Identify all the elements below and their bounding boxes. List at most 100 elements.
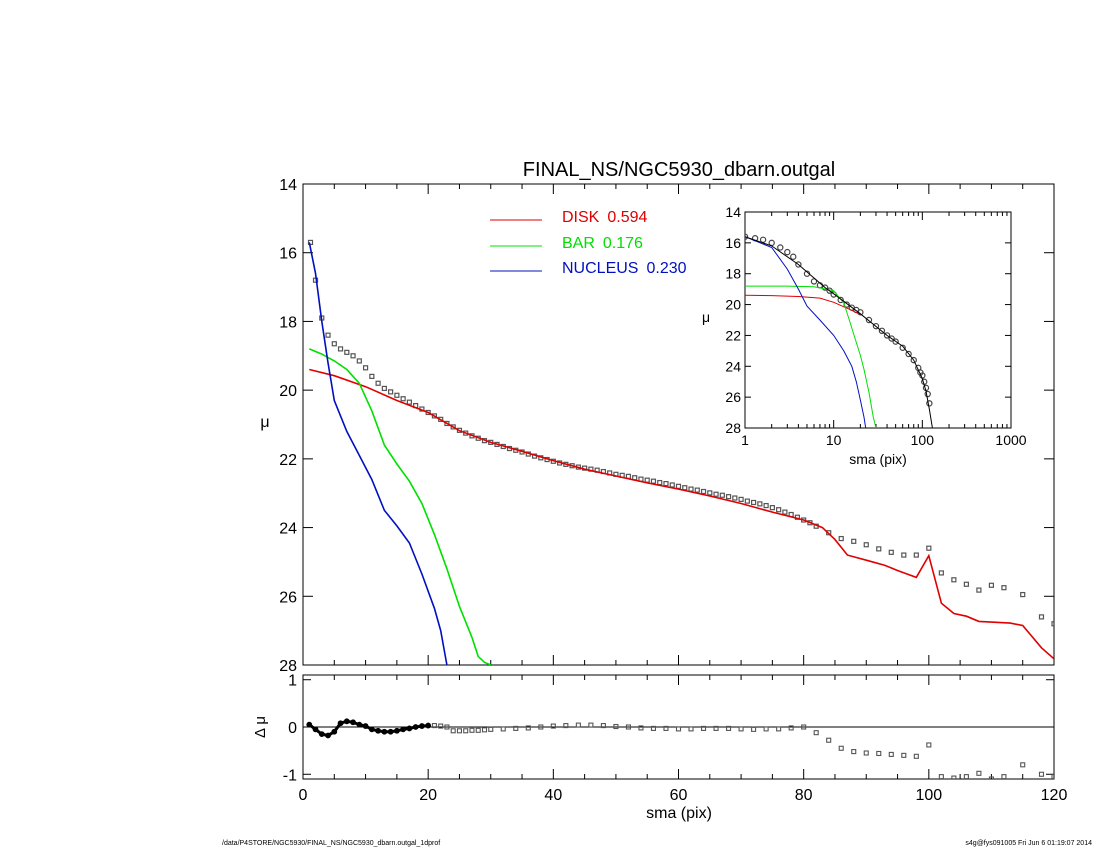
data-point-marker <box>369 373 375 379</box>
data-point-marker <box>876 546 882 552</box>
inset-background <box>745 212 1011 428</box>
legend: DISK 0.594 BAR 0.176 NUCLEUS 0.230 <box>490 209 687 277</box>
data-point-marker <box>688 486 694 492</box>
data-point-marker <box>381 385 387 392</box>
inset-nucleus-series-line <box>745 236 867 428</box>
residual-series-group <box>306 718 1054 779</box>
data-point-marker <box>951 577 957 583</box>
data-point-marker <box>644 477 650 483</box>
data-point-marker <box>719 492 725 498</box>
residual-point-marker <box>876 750 882 757</box>
data-point-marker <box>663 480 669 487</box>
data-point-marker <box>757 501 763 507</box>
inset-model-series-line <box>745 236 933 428</box>
inset-x-tick-label: 100 <box>911 432 935 448</box>
inset-data-point-marker <box>759 236 767 243</box>
inset-ticks: 14 16 18 20 22 24 26 281 10 100 1000 <box>725 204 1026 448</box>
residual-point-marker <box>888 751 894 757</box>
legend-nucleus-label: NUCLEUS 0.230 <box>562 260 687 277</box>
inset-data-point-marker <box>888 335 895 342</box>
inset-y-tick-label: 20 <box>725 297 741 313</box>
residual-point-marker <box>456 728 463 734</box>
residual-inner-trace <box>308 719 429 738</box>
inset-y-tick-label: 18 <box>725 266 741 282</box>
inset-plot-panel: 14 16 18 20 22 24 26 281 10 100 1000 μ sma (pix) <box>702 204 1027 467</box>
residual-point-marker <box>788 725 794 731</box>
data-point-marker <box>926 545 932 551</box>
residual-x-tick-label: 120 <box>1041 787 1068 804</box>
main-x-axis-label: sma (pix) <box>646 805 712 822</box>
main-y-tick-label: 18 <box>279 314 297 331</box>
main-y-ticks: 14 16 18 20 22 24 26 28 <box>279 177 1055 675</box>
residual-point-marker <box>963 774 969 779</box>
residual-point-marker <box>625 724 631 730</box>
data-point-marker <box>1038 614 1045 620</box>
data-point-marker <box>888 549 894 555</box>
inset-data-point-marker <box>899 344 906 351</box>
inset-data-point-marker <box>878 327 886 334</box>
residual-ticks: 10-10 20 40 60 80 100 120 <box>283 673 1068 804</box>
residual-point-marker <box>488 726 494 732</box>
inset-data-point-marker <box>790 253 797 260</box>
data-point-marker <box>913 552 919 558</box>
inset-y-axis-label: μ <box>702 309 710 325</box>
residual-point-marker <box>469 727 475 733</box>
main-y-axis-label: μ <box>260 414 269 431</box>
main-y-tick-label: 16 <box>279 246 297 263</box>
data-point-marker <box>838 535 844 542</box>
residual-point-marker <box>650 725 657 731</box>
inset-disk-series-line <box>745 294 861 316</box>
residual-point-marker <box>1020 762 1026 768</box>
inset-data-point-marker <box>784 248 791 256</box>
data-point-marker <box>769 505 775 511</box>
residual-y-axis-label: Δ μ <box>252 716 269 738</box>
data-point-marker <box>325 332 331 338</box>
residual-point-marker <box>688 726 694 732</box>
residual-point-marker <box>951 775 957 779</box>
residual-point-marker <box>813 730 819 736</box>
inset-data-point-marker <box>821 284 829 291</box>
residual-point-marker <box>538 724 544 730</box>
data-point-marker <box>744 498 750 504</box>
inset-x-axis-label: sma (pix) <box>849 451 907 467</box>
data-point-marker <box>375 380 381 386</box>
residual-point-marker <box>751 726 757 732</box>
residual-x-tick-label: 60 <box>670 787 688 804</box>
data-point-marker <box>694 487 700 493</box>
data-point-marker <box>350 353 356 359</box>
inset-y-tick-label: 16 <box>725 235 741 251</box>
data-point-marker <box>406 399 412 405</box>
main-y-tick-label: 20 <box>279 383 297 400</box>
data-point-marker <box>988 582 995 588</box>
residual-point-marker <box>600 723 606 729</box>
data-point-marker <box>675 483 682 489</box>
data-point-marker <box>738 496 744 502</box>
main-series-group <box>307 239 1054 665</box>
nucleus-series-line <box>308 242 448 665</box>
residual-point-marker <box>738 726 744 732</box>
residual-x-tick-label: 80 <box>795 787 813 804</box>
residual-point-marker <box>863 750 869 756</box>
residual-point-marker <box>976 770 982 776</box>
disk-series-line <box>309 368 1054 660</box>
inset-data-point-marker <box>745 233 749 240</box>
data-point-marker <box>901 552 907 558</box>
residual-x-tick-label: 0 <box>299 787 308 804</box>
residual-point-marker <box>700 725 707 731</box>
inset-data-point-marker <box>892 338 899 345</box>
residual-point-marker <box>444 724 450 730</box>
data-point-marker <box>1001 585 1007 591</box>
residual-point-marker <box>801 724 807 730</box>
residual-point-marker <box>826 737 832 743</box>
inset-data-point-marker <box>926 400 933 407</box>
residual-point-marker <box>475 727 481 733</box>
residual-point-marker <box>938 774 944 779</box>
residual-point-marker <box>726 725 732 731</box>
main-y-tick-label: 22 <box>279 452 297 469</box>
data-point-marker <box>782 509 788 515</box>
inset-x-tick-label: 1000 <box>995 432 1026 448</box>
residual-point-marker <box>463 728 469 734</box>
residual-point-marker <box>588 722 594 728</box>
data-point-marker <box>362 365 369 371</box>
data-point-marker <box>732 495 738 501</box>
